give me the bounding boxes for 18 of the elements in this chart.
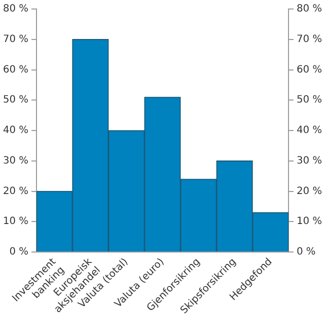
y-tick-label: 30 % [3,155,28,166]
y-tick-label: 40 % [3,125,28,136]
y-tick-label: 70 % [3,34,28,45]
y2-tick-label: 20 % [296,186,322,197]
y2-tick-label: 0 % [296,246,316,258]
y-tick-label: 20 % [3,186,28,197]
y-tick-label: 60 % [3,64,28,76]
y2-tick-label: 60 % [296,64,322,76]
y2-tick-label: 70 % [296,34,322,45]
y-tick-label: 80 % [3,4,28,15]
y2-tick-label: 30 % [296,155,322,166]
y-tick-label: 10 % [3,216,28,228]
y2-tick-label: 50 % [296,94,322,106]
y-tick-label: 0 % [9,246,28,258]
y2-tick-label: 40 % [296,125,322,136]
y2-tick-label: 10 % [296,216,322,228]
y-tick-label: 50 % [3,94,28,106]
y2-tick-label: 80 % [296,4,322,15]
